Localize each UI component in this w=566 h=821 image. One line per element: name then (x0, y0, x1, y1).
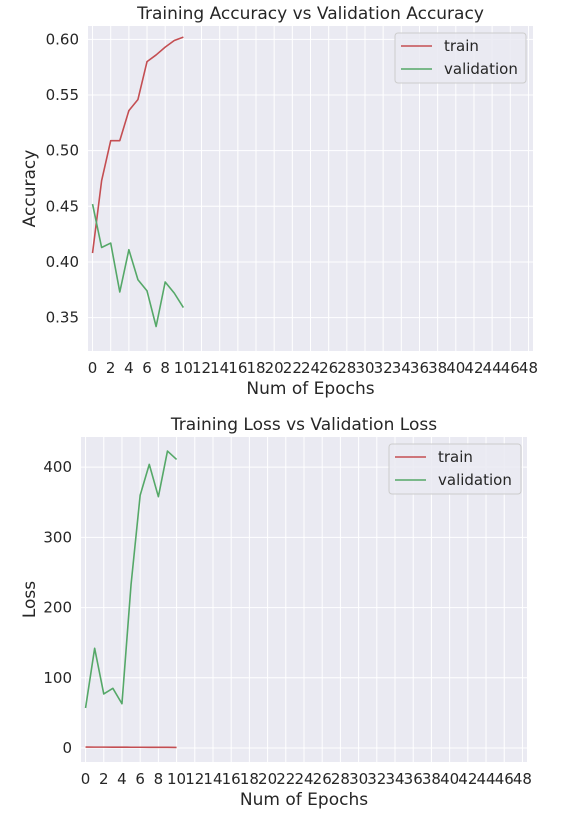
x-tick-label: 28 (331, 770, 350, 788)
y-tick-label: 300 (43, 528, 72, 546)
x-tick-label: 6 (135, 770, 145, 788)
x-tick-label: 22 (276, 770, 295, 788)
x-tick-label: 24 (301, 359, 320, 377)
y-tick-label: 0.50 (46, 142, 79, 160)
x-tick-label: 42 (458, 770, 477, 788)
x-tick-label: 28 (337, 359, 356, 377)
y-tick-label: 0.40 (46, 253, 79, 271)
x-tick-label: 4 (124, 359, 134, 377)
chart-loss: 0 2 4 6 8 10 12 14 16 18 20 22 24 26 28 30 32 34 36 38 40 42 4… (20, 415, 532, 810)
y-axis-label: Accuracy (20, 150, 40, 228)
x-tick-label: 2 (106, 359, 116, 377)
y-tick-label: 200 (43, 599, 72, 617)
x-tick-label: 30 (349, 770, 368, 788)
x-tick-label: 38 (422, 770, 441, 788)
y-axis-label: Loss (20, 581, 40, 618)
x-tick-labels: 0 2 4 6 8 10 12 14 16 18 20 22 24 26 28 30 32 34 36 38 40 42 4… (88, 359, 538, 377)
x-axis-label: Num of Epochs (246, 379, 374, 399)
x-tick-label: 40 (440, 770, 459, 788)
x-tick-label: 8 (154, 770, 164, 788)
x-tick-label: 18 (240, 770, 259, 788)
chart-accuracy: 0 2 4 6 8 10 12 14 16 18 20 22 24 26 28 30 32 34 36 38 40 42 4… (20, 4, 538, 399)
x-tick-label: 8 (160, 359, 170, 377)
x-tick-label: 24 (294, 770, 313, 788)
y-tick-label: 0.35 (46, 309, 79, 327)
legend-label-validation: validation (438, 471, 512, 489)
x-tick-label: 10 (167, 770, 186, 788)
y-tick-label: 100 (43, 669, 72, 687)
x-tick-label: 16 (228, 359, 247, 377)
y-tick-label: 0.45 (46, 197, 79, 215)
x-tick-label: 40 (446, 359, 465, 377)
series-line-train (91, 36, 184, 254)
y-tick-labels: 0.35 0.40 0.45 0.50 0.55 0.60 (46, 30, 79, 326)
x-tick-labels: 0 2 4 6 8 10 12 14 16 18 20 22 24 26 28 30 32 34 36 38 40 42 4… (81, 770, 532, 788)
x-tick-label: 10 (174, 359, 193, 377)
legend-label-train: train (438, 448, 473, 466)
x-tick-label: 14 (210, 359, 229, 377)
x-tick-label: 14 (203, 770, 222, 788)
x-tick-label: 16 (222, 770, 241, 788)
x-tick-label: 42 (464, 359, 483, 377)
x-tick-label: 36 (410, 359, 429, 377)
legend-label-train: train (444, 37, 479, 55)
x-tick-label: 26 (313, 770, 332, 788)
y-tick-label: 0 (62, 739, 72, 757)
y-tick-label: 0.55 (46, 86, 79, 104)
y-tick-label: 400 (43, 458, 72, 476)
x-tick-label: 26 (319, 359, 338, 377)
x-tick-label: 0 (81, 770, 91, 788)
x-tick-label: 32 (367, 770, 386, 788)
x-tick-label: 12 (192, 359, 211, 377)
x-tick-label: 34 (392, 359, 411, 377)
x-tick-label: 0 (88, 359, 98, 377)
gridlines (88, 26, 533, 351)
x-tick-label: 46 (495, 770, 514, 788)
x-tick-label: 44 (476, 770, 495, 788)
x-axis-label: Num of Epochs (240, 790, 368, 810)
x-tick-label: 36 (404, 770, 423, 788)
y-tick-label: 0.60 (46, 30, 79, 48)
legend: train validation (388, 443, 522, 495)
x-tick-label: 44 (483, 359, 502, 377)
chart-title: Training Loss vs Validation Loss (170, 415, 437, 435)
x-tick-label: 12 (185, 770, 204, 788)
x-tick-label: 4 (117, 770, 127, 788)
y-tick-labels: 0 100 200 300 400 (43, 458, 72, 757)
series-line-validation (84, 450, 178, 709)
x-tick-label: 20 (258, 770, 277, 788)
x-tick-label: 30 (355, 359, 374, 377)
x-tick-label: 22 (283, 359, 302, 377)
legend-label-validation: validation (444, 60, 518, 78)
x-tick-label: 32 (374, 359, 393, 377)
x-tick-label: 18 (246, 359, 265, 377)
x-tick-label: 34 (385, 770, 404, 788)
x-tick-label: 48 (519, 359, 538, 377)
x-tick-label: 6 (142, 359, 152, 377)
x-tick-label: 2 (99, 770, 109, 788)
chart-title: Training Accuracy vs Validation Accuracy (136, 4, 484, 24)
legend: train validation (394, 32, 527, 84)
x-tick-label: 48 (513, 770, 532, 788)
x-tick-label: 38 (428, 359, 447, 377)
x-tick-label: 20 (265, 359, 284, 377)
x-tick-label: 46 (501, 359, 520, 377)
series-line-validation (91, 203, 185, 328)
